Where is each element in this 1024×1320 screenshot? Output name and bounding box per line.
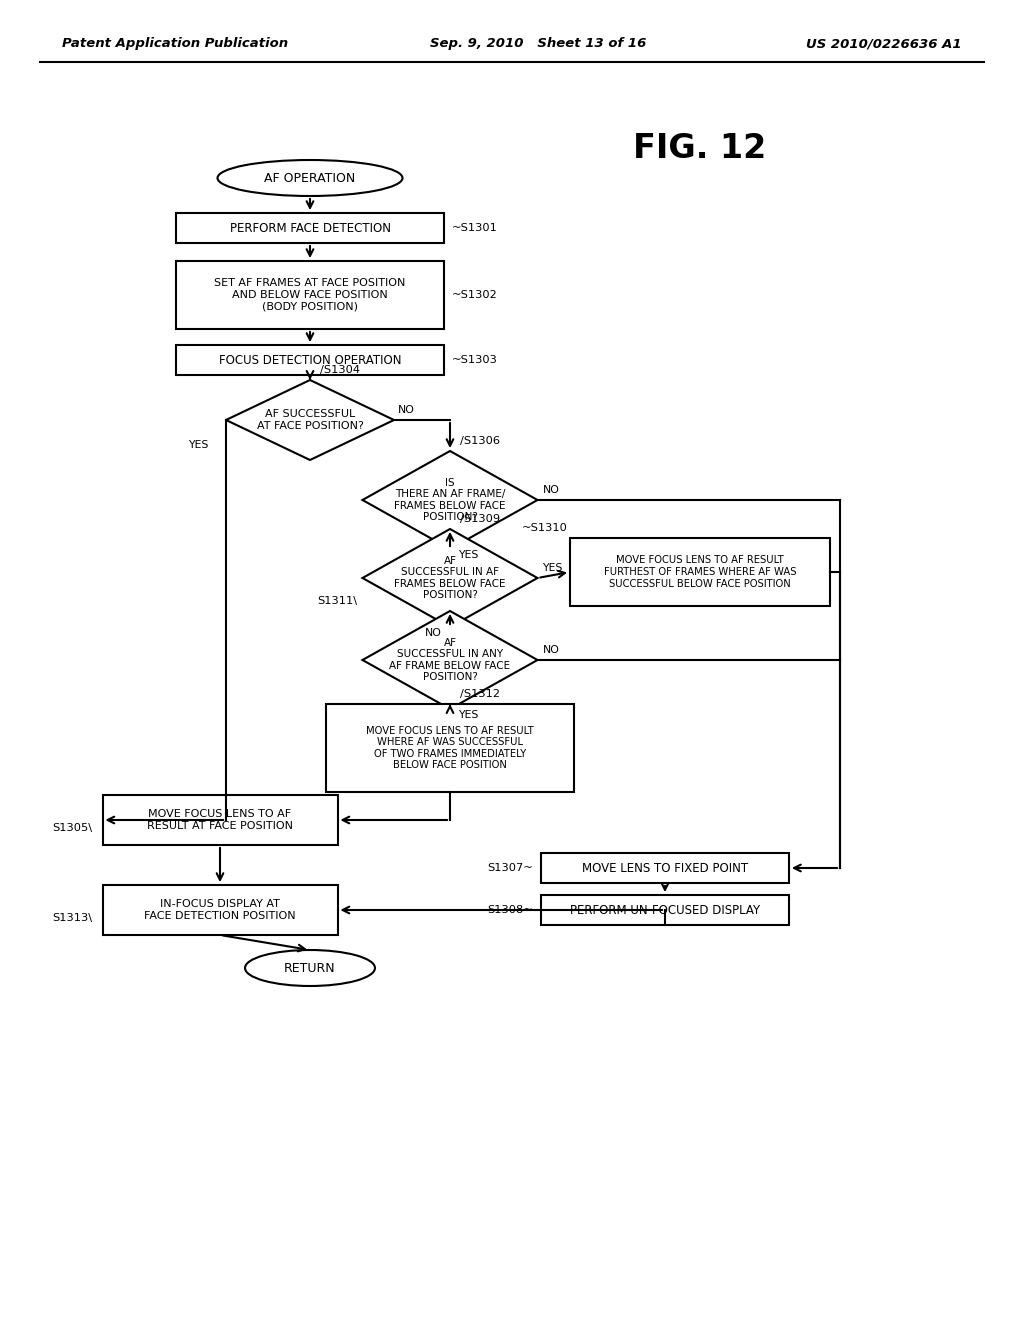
Polygon shape: [362, 529, 538, 627]
FancyBboxPatch shape: [541, 853, 790, 883]
Text: AF SUCCESSFUL
AT FACE POSITION?: AF SUCCESSFUL AT FACE POSITION?: [257, 409, 364, 430]
Text: /S1306: /S1306: [460, 436, 500, 446]
Text: ~S1301: ~S1301: [452, 223, 498, 234]
Text: ~S1310: ~S1310: [522, 523, 568, 533]
Text: S1305\: S1305\: [52, 822, 92, 833]
Text: /S1312: /S1312: [460, 689, 500, 700]
FancyBboxPatch shape: [541, 895, 790, 925]
Text: MOVE LENS TO FIXED POINT: MOVE LENS TO FIXED POINT: [582, 862, 749, 874]
Text: AF OPERATION: AF OPERATION: [264, 172, 355, 185]
FancyBboxPatch shape: [176, 345, 444, 375]
FancyBboxPatch shape: [570, 539, 830, 606]
Text: /S1309: /S1309: [460, 513, 500, 524]
Text: S1308~: S1308~: [487, 906, 534, 915]
Polygon shape: [362, 611, 538, 709]
Text: AF
SUCCESSFUL IN ANY
AF FRAME BELOW FACE
POSITION?: AF SUCCESSFUL IN ANY AF FRAME BELOW FACE…: [389, 638, 511, 682]
Text: FOCUS DETECTION OPERATION: FOCUS DETECTION OPERATION: [219, 354, 401, 367]
Text: S1313\: S1313\: [52, 913, 92, 923]
Text: US 2010/0226636 A1: US 2010/0226636 A1: [806, 37, 962, 50]
Polygon shape: [362, 451, 538, 549]
Text: RETURN: RETURN: [285, 961, 336, 974]
Text: MOVE FOCUS LENS TO AF
RESULT AT FACE POSITION: MOVE FOCUS LENS TO AF RESULT AT FACE POS…: [147, 809, 293, 830]
Text: NO: NO: [543, 484, 559, 495]
Ellipse shape: [217, 160, 402, 195]
Text: IS
THERE AN AF FRAME/
FRAMES BELOW FACE
POSITION?: IS THERE AN AF FRAME/ FRAMES BELOW FACE …: [394, 478, 506, 523]
FancyBboxPatch shape: [176, 213, 444, 243]
Ellipse shape: [245, 950, 375, 986]
Text: IN-FOCUS DISPLAY AT
FACE DETECTION POSITION: IN-FOCUS DISPLAY AT FACE DETECTION POSIT…: [144, 899, 296, 921]
Text: SET AF FRAMES AT FACE POSITION
AND BELOW FACE POSITION
(BODY POSITION): SET AF FRAMES AT FACE POSITION AND BELOW…: [214, 279, 406, 312]
Text: Sep. 9, 2010   Sheet 13 of 16: Sep. 9, 2010 Sheet 13 of 16: [430, 37, 646, 50]
Text: S1307~: S1307~: [487, 863, 534, 873]
Text: PERFORM FACE DETECTION: PERFORM FACE DETECTION: [229, 222, 390, 235]
Text: FIG. 12: FIG. 12: [634, 132, 767, 165]
Text: YES: YES: [458, 550, 478, 560]
Polygon shape: [226, 380, 394, 459]
Text: YES: YES: [458, 710, 478, 719]
Text: S1311\: S1311\: [317, 597, 357, 606]
Text: ~S1303: ~S1303: [452, 355, 498, 366]
Text: PERFORM UN-FOCUSED DISPLAY: PERFORM UN-FOCUSED DISPLAY: [570, 903, 760, 916]
Text: YES: YES: [543, 564, 563, 573]
Text: Patent Application Publication: Patent Application Publication: [62, 37, 288, 50]
Text: MOVE FOCUS LENS TO AF RESULT
WHERE AF WAS SUCCESSFUL
OF TWO FRAMES IMMEDIATELY
B: MOVE FOCUS LENS TO AF RESULT WHERE AF WA…: [367, 726, 534, 771]
Text: AF
SUCCESSFUL IN AF
FRAMES BELOW FACE
POSITION?: AF SUCCESSFUL IN AF FRAMES BELOW FACE PO…: [394, 556, 506, 601]
FancyBboxPatch shape: [102, 884, 338, 935]
Text: YES: YES: [188, 440, 208, 450]
Text: MOVE FOCUS LENS TO AF RESULT
FURTHEST OF FRAMES WHERE AF WAS
SUCCESSFUL BELOW FA: MOVE FOCUS LENS TO AF RESULT FURTHEST OF…: [604, 556, 797, 589]
Text: NO: NO: [543, 645, 559, 655]
Text: /S1304: /S1304: [319, 366, 360, 375]
FancyBboxPatch shape: [176, 261, 444, 329]
FancyBboxPatch shape: [102, 795, 338, 845]
Text: NO: NO: [425, 628, 442, 638]
FancyBboxPatch shape: [326, 704, 574, 792]
Text: NO: NO: [398, 405, 415, 414]
Text: ~S1302: ~S1302: [452, 290, 498, 300]
